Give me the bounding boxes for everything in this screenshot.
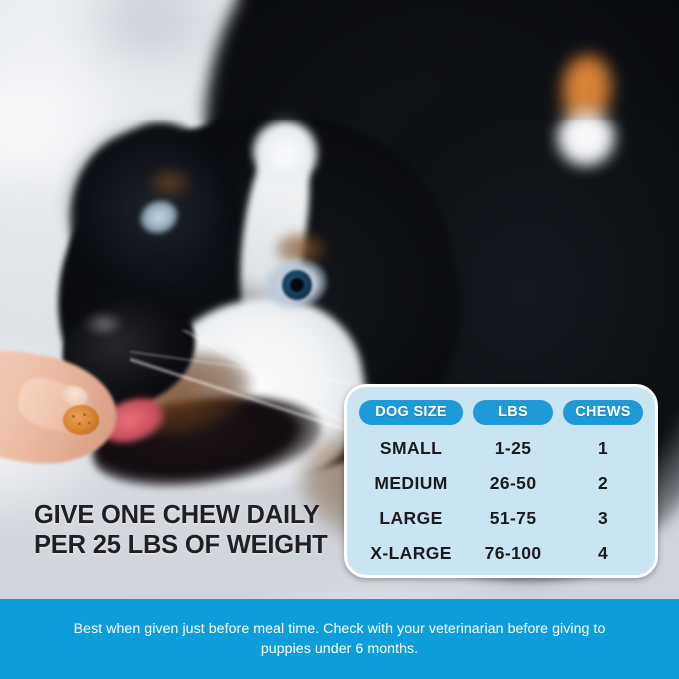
headline-line-1: GIVE ONE CHEW DAILY [34,501,320,529]
dosage-table-header-row: DOG SIZE LBS CHEWS [359,397,643,427]
cell-chews: 1 [597,438,609,458]
cell-chews: 4 [597,543,609,563]
dog-tan-eyebrow-left [148,168,192,198]
dog-white-paw [556,112,616,167]
cell-lbs: 26-50 [489,473,537,493]
headline: GIVE ONE CHEW DAILY PER 25 LBS OF WEIGHT [34,500,334,560]
cell-lbs: 1-25 [494,438,532,458]
table-row: LARGE 51-75 3 [359,501,643,536]
table-row: SMALL 1-25 1 [359,431,643,466]
headline-line-2: PER 25 LBS OF WEIGHT [34,531,328,559]
column-header-chews: CHEWS [563,399,643,425]
dosage-table-card: DOG SIZE LBS CHEWS SMALL 1-25 1 MEDIUM 2… [344,384,658,578]
cell-dog-size: MEDIUM [374,473,448,493]
cell-lbs: 51-75 [489,508,537,528]
dog-right-eye-pupil [290,278,304,292]
table-row: MEDIUM 26-50 2 [359,466,643,501]
cell-chews: 2 [597,473,609,493]
disclaimer-text: Best when given just before meal time. C… [73,621,606,657]
cell-dog-size: LARGE [379,508,443,528]
cell-chews: 3 [597,508,609,528]
dog-nose-highlight [84,312,124,336]
column-header-lbs: LBS [473,399,554,425]
disclaimer-banner: Best when given just before meal time. C… [0,599,679,679]
dog-forehead-blaze [252,120,318,182]
chew-treat-texture [66,408,96,432]
cell-dog-size: SMALL [379,438,443,458]
table-row: X-LARGE 76-100 4 [359,536,643,571]
cell-lbs: 76-100 [484,543,542,563]
column-header-dog-size: DOG SIZE [359,399,464,425]
dog-ear-fur-fringe [68,126,218,276]
cell-dog-size: X-LARGE [370,543,452,563]
